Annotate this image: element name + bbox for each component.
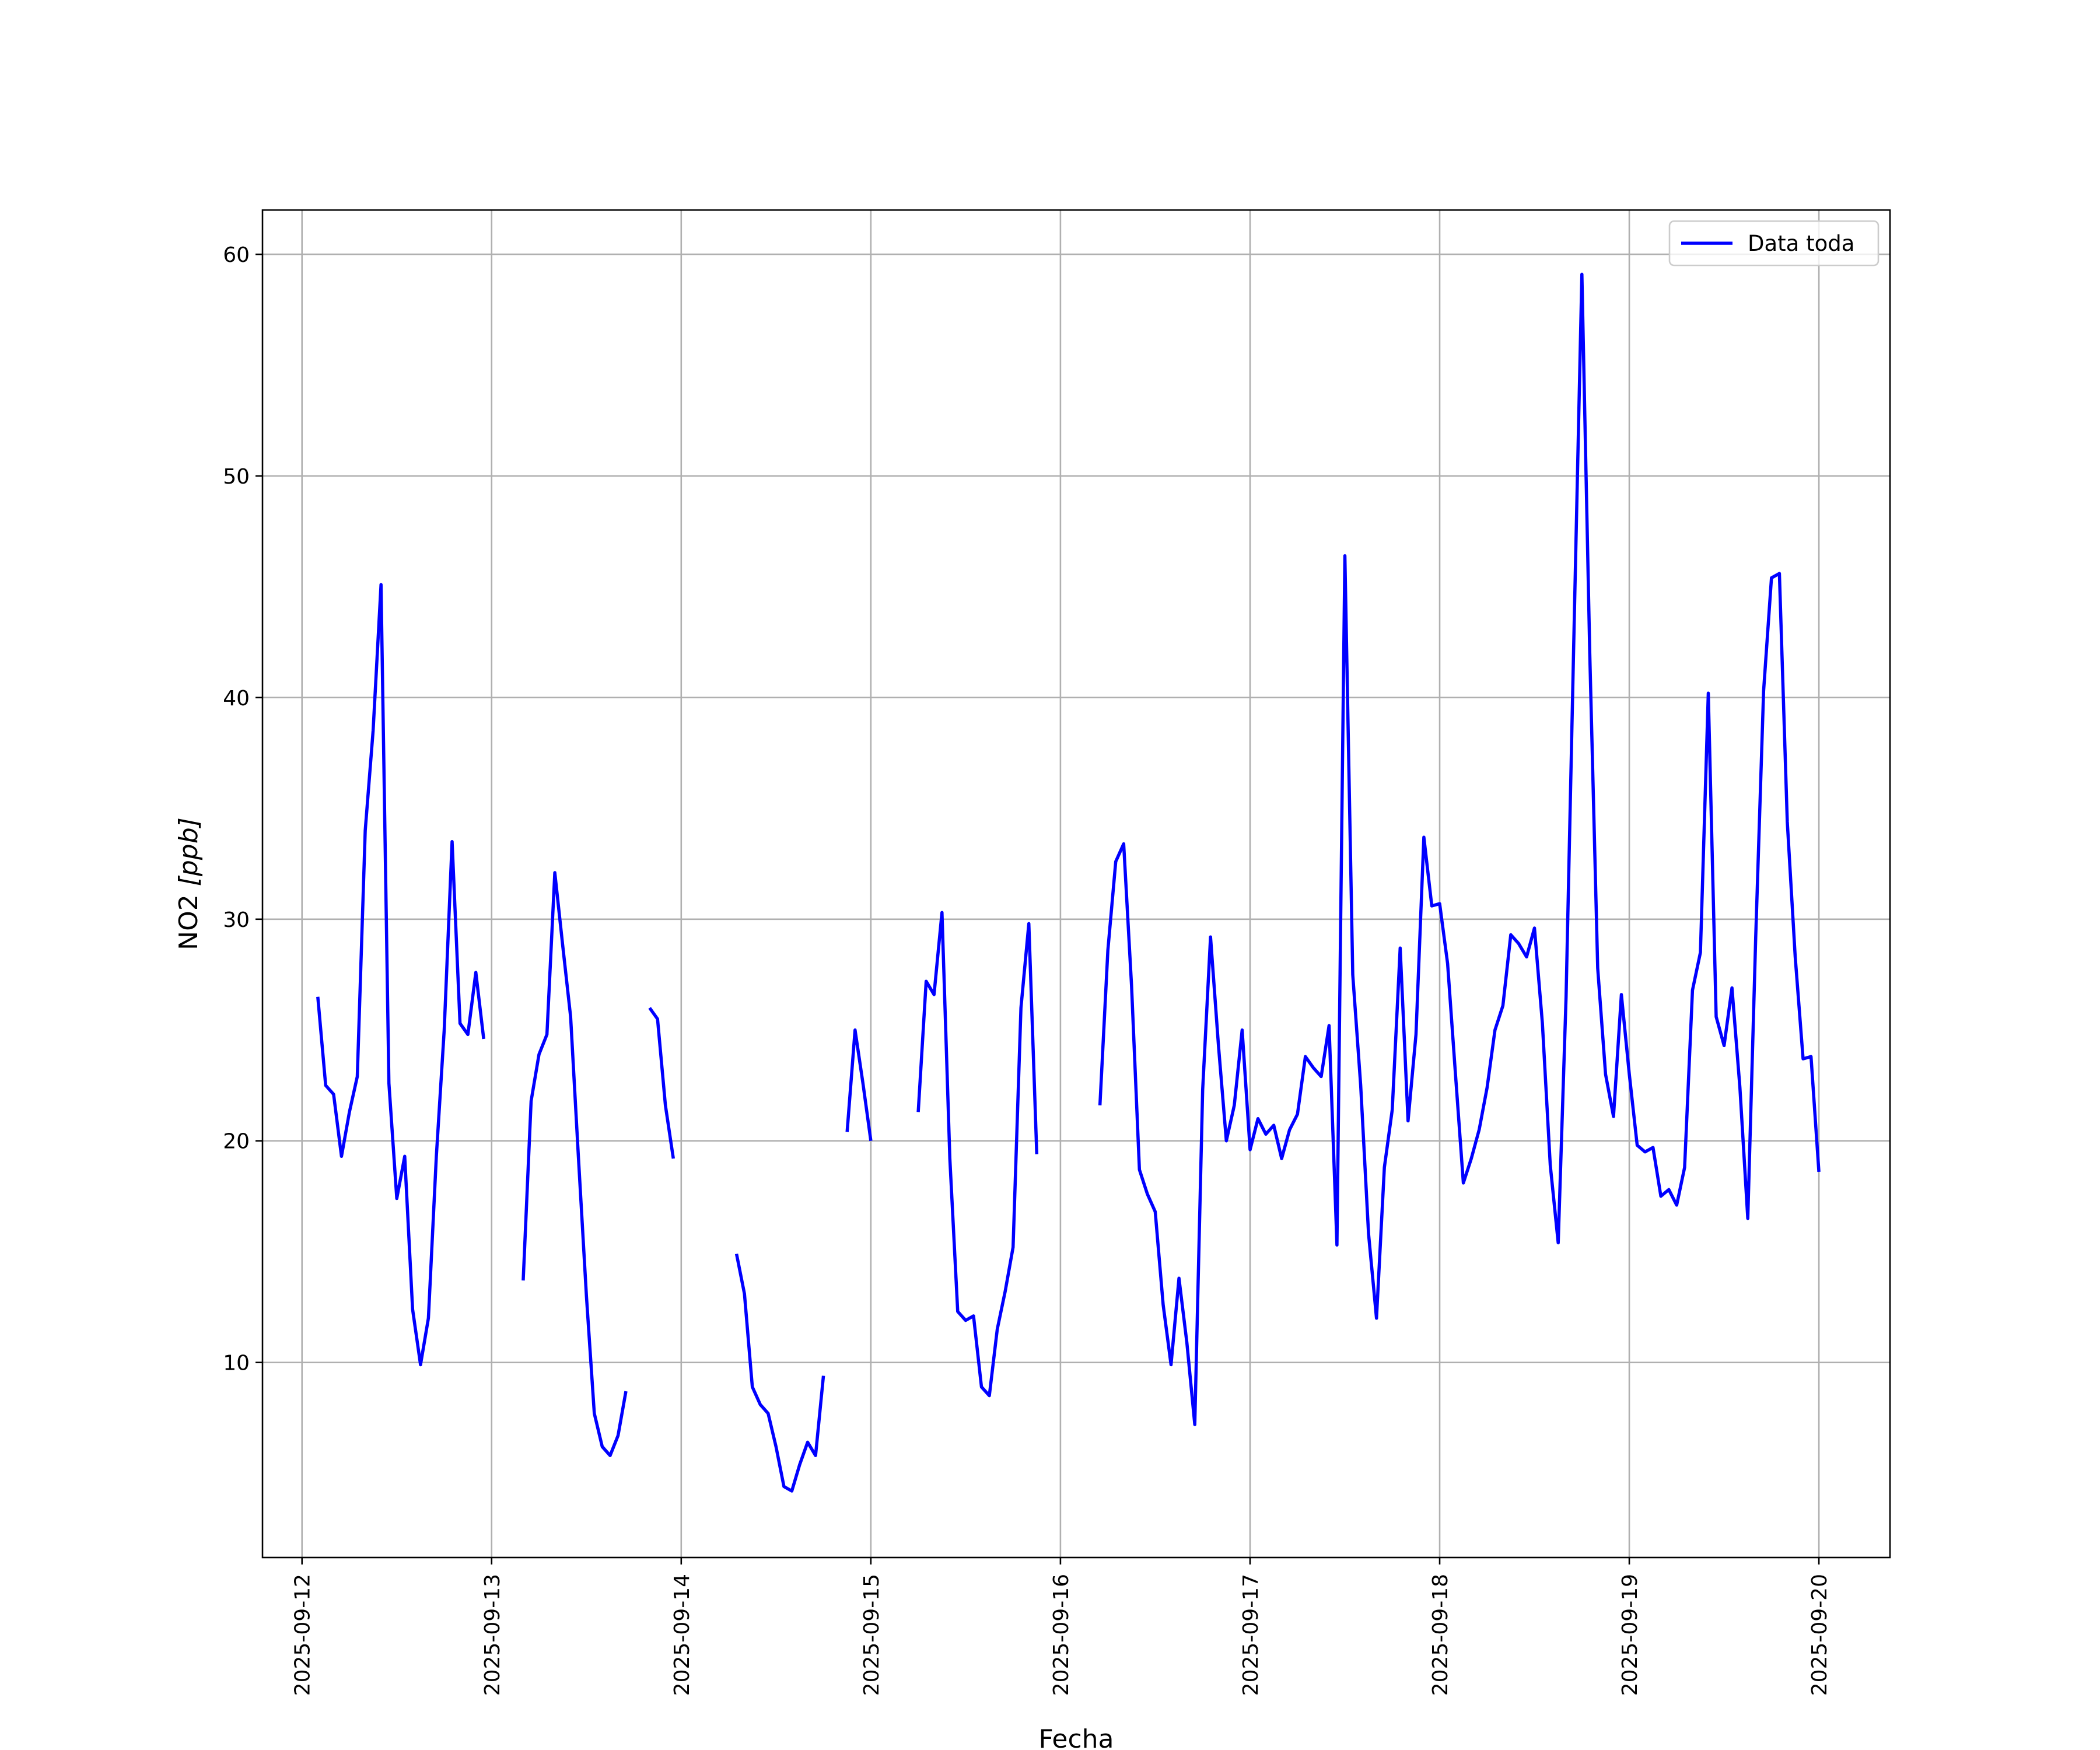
x-axis-title: Fecha xyxy=(1038,1724,1114,1750)
y-tick-label: 20 xyxy=(223,1130,250,1154)
plot-frame xyxy=(261,209,1891,1559)
x-tick-label: 2025-09-20 xyxy=(1808,1574,1832,1696)
series-line-segment xyxy=(845,1028,873,1142)
series-line-segment xyxy=(1098,272,1821,1426)
y-tick-label: 30 xyxy=(223,908,250,932)
y-tick-label: 60 xyxy=(223,243,250,267)
y-axis-title-main: NO2 xyxy=(174,886,204,950)
x-tick-label: 2025-09-13 xyxy=(481,1574,505,1696)
x-tick-label: 2025-09-15 xyxy=(860,1574,884,1696)
series-line-segment xyxy=(648,1007,676,1159)
x-tick-label: 2025-09-16 xyxy=(1049,1574,1073,1696)
series-line-segment xyxy=(316,583,485,1367)
x-tick-label: 2025-09-17 xyxy=(1239,1574,1263,1696)
y-tick-label: 40 xyxy=(223,687,250,710)
y-tick-label: 50 xyxy=(223,465,250,489)
y-axis-title-unit: [ppb] xyxy=(174,817,204,886)
x-tick-label: 2025-09-12 xyxy=(291,1574,315,1696)
axis-ticks: 2025-09-12 2025-09-13 2025-09-14 2025-09-15… xyxy=(223,243,1832,1696)
y-axis-title: NO2 [ppb] xyxy=(174,817,204,950)
legend-box xyxy=(1668,220,1880,267)
series-line-segment xyxy=(522,871,628,1457)
x-tick-label: 2025-09-14 xyxy=(670,1574,694,1696)
series-line-segment xyxy=(734,1253,825,1493)
x-tick-label: 2025-09-19 xyxy=(1618,1574,1642,1696)
x-tick-label: 2025-09-18 xyxy=(1429,1574,1452,1696)
series-layer xyxy=(316,272,1821,1493)
plot-area-background xyxy=(262,210,1890,1558)
y-tick-label: 10 xyxy=(223,1352,250,1376)
series-line-segment xyxy=(916,911,1039,1398)
legend: Data toda xyxy=(1668,220,1880,267)
grid-lines xyxy=(262,210,1890,1558)
legend-label: Data toda xyxy=(1748,231,1854,256)
